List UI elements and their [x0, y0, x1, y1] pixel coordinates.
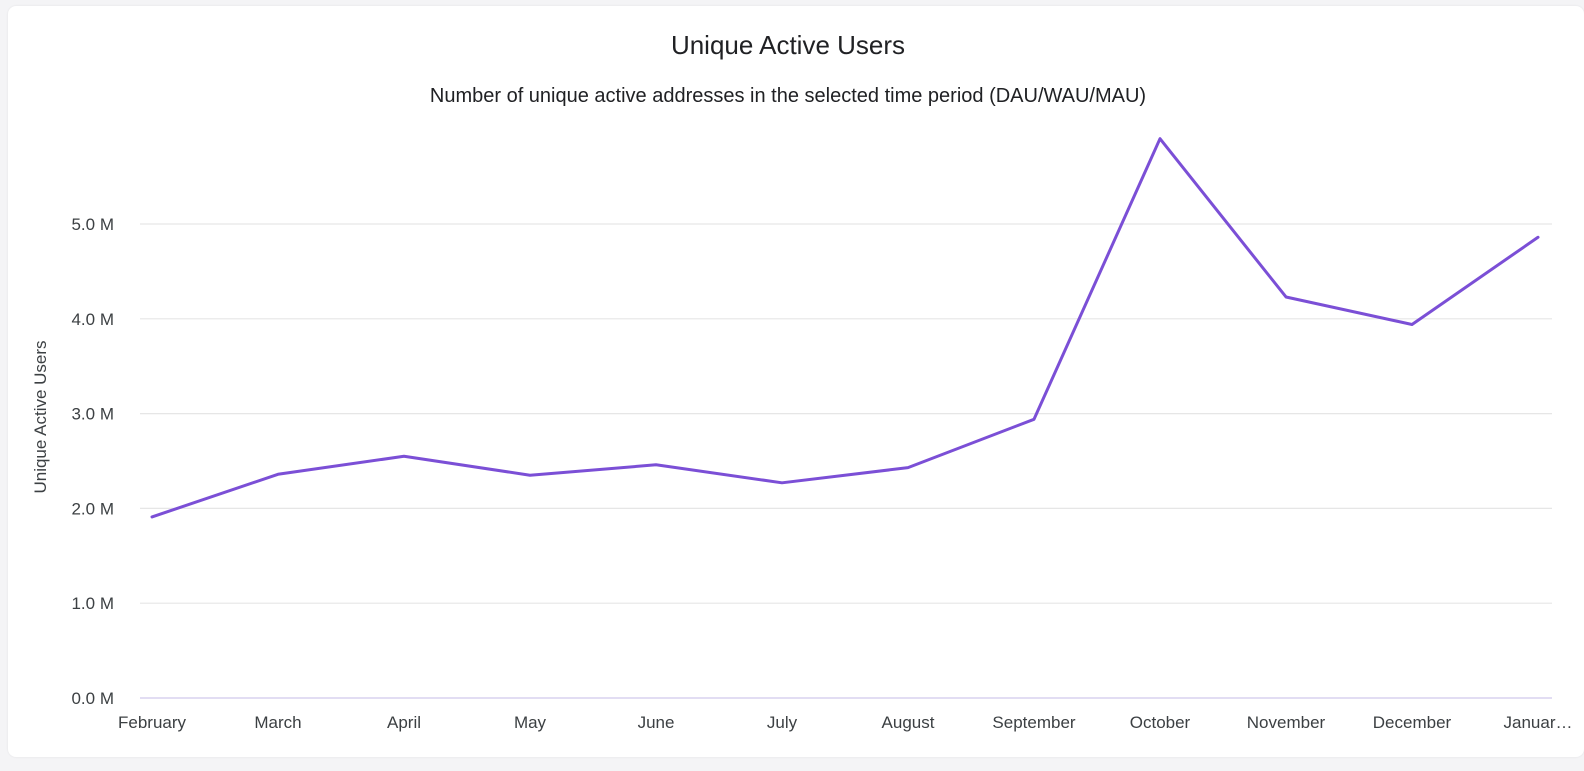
line-chart: Unique Active Users Number of unique act…: [31, 30, 1573, 732]
series-layer: [146, 133, 1544, 523]
y-tick-label: 0.0 M: [71, 689, 114, 708]
x-tick-label: October: [1130, 713, 1191, 732]
x-tick-label: Januar…: [1504, 713, 1573, 732]
chart-subtitle: Number of unique active addresses in the…: [430, 85, 1146, 107]
x-axis-ticks: February March April May June July August Septe…: [118, 713, 1573, 732]
data-point[interactable]: [1154, 133, 1166, 145]
data-point[interactable]: [1028, 413, 1040, 425]
data-point[interactable]: [1532, 231, 1544, 243]
grid-layer: [140, 223, 1552, 699]
x-tick-label: August: [882, 713, 935, 732]
chart-title: Unique Active Users: [671, 30, 905, 60]
data-point[interactable]: [1280, 291, 1292, 303]
y-tick-label: 2.0 M: [71, 499, 114, 518]
y-tick-label: 3.0 M: [71, 405, 114, 424]
y-axis-ticks: 0.0 M 1.0 M 2.0 M 3.0 M 4.0 M 5.0 M: [71, 215, 114, 708]
x-tick-label: May: [514, 713, 547, 732]
data-point[interactable]: [272, 468, 284, 480]
y-tick-label: 1.0 M: [71, 594, 114, 613]
data-point[interactable]: [398, 450, 410, 462]
series-line[interactable]: [150, 137, 1540, 519]
data-point[interactable]: [146, 511, 158, 523]
data-point[interactable]: [650, 459, 662, 471]
x-tick-label: November: [1247, 713, 1326, 732]
chart-card: Unique Active Users Number of unique act…: [8, 6, 1584, 757]
y-tick-label: 5.0 M: [71, 215, 114, 234]
x-tick-label: September: [992, 713, 1075, 732]
data-point[interactable]: [776, 477, 788, 489]
data-point[interactable]: [524, 469, 536, 481]
x-tick-label: April: [387, 713, 421, 732]
y-axis-label: Unique Active Users: [31, 340, 50, 493]
y-tick-label: 4.0 M: [71, 310, 114, 329]
x-tick-label: July: [767, 713, 798, 732]
x-tick-label: March: [254, 713, 301, 732]
data-point[interactable]: [902, 462, 914, 474]
data-point[interactable]: [1406, 318, 1418, 330]
x-tick-label: June: [638, 713, 675, 732]
x-tick-label: February: [118, 713, 187, 732]
x-tick-label: December: [1373, 713, 1452, 732]
